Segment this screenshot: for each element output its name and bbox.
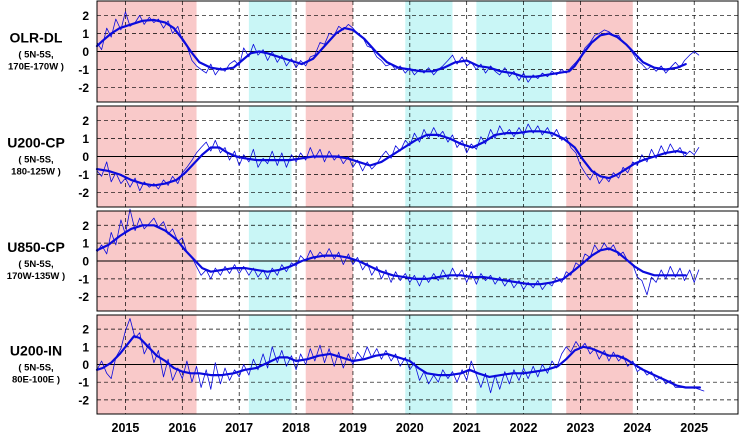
y-tick-label: 0 bbox=[82, 150, 89, 164]
panel-title: OLR-DL bbox=[10, 30, 63, 46]
series-line-thick bbox=[95, 18, 687, 78]
panel-subtitle-line: ( 5N-5S, bbox=[18, 50, 53, 61]
y-tick-label: 2 bbox=[82, 9, 89, 23]
x-axis: 2015 2016 2017 2018 2019 2020 2021 2022 2023 2024… bbox=[112, 421, 709, 434]
x-tick-label: 2024 bbox=[623, 421, 651, 434]
panel-subtitle-line: ( 5N-5S, bbox=[18, 155, 53, 166]
y-tick-label: 1 bbox=[82, 340, 89, 354]
y-tick-label: 0 bbox=[82, 45, 89, 59]
y-tick-label: -1 bbox=[78, 168, 89, 182]
y-tick-label: -2 bbox=[78, 393, 89, 407]
x-tick-label: 2016 bbox=[168, 421, 196, 434]
x-tick-label: 2015 bbox=[112, 421, 140, 434]
y-tick-label: -1 bbox=[78, 272, 89, 286]
x-tick-label: 2021 bbox=[453, 421, 481, 434]
panel-subtitle-line: ( 5N-5S, bbox=[18, 259, 53, 270]
panel-subtitle-line: 180-125W ) bbox=[11, 167, 61, 178]
y-tick-label: 0 bbox=[82, 255, 89, 269]
panel-frame bbox=[96, 210, 739, 312]
x-tick-label: 2018 bbox=[282, 421, 310, 434]
panel-subtitle-line: 80E-100E ) bbox=[12, 375, 60, 386]
panel-title: U200-CP bbox=[7, 135, 65, 151]
y-tick-label: 2 bbox=[82, 114, 89, 128]
panel-frame bbox=[96, 0, 739, 103]
y-tick-label: 1 bbox=[82, 237, 89, 251]
panel-3: -2 -1 0 1 2 U850-CP ( 5N-5S,170W-135W ) bbox=[7, 208, 739, 312]
series-line-thick bbox=[95, 335, 701, 389]
x-tick-label: 2022 bbox=[510, 421, 538, 434]
x-tick-label: 2017 bbox=[225, 421, 253, 434]
x-tick-label: 2020 bbox=[396, 421, 424, 434]
panel-title: U850-CP bbox=[7, 239, 65, 255]
x-tick-label: 2023 bbox=[567, 421, 595, 434]
series-line-thick bbox=[95, 224, 687, 286]
x-tick-label: 2019 bbox=[339, 421, 367, 434]
y-tick-label: 1 bbox=[82, 132, 89, 146]
y-tick-label: -1 bbox=[78, 376, 89, 390]
y-tick-label: -2 bbox=[78, 81, 89, 95]
panel-frame bbox=[96, 105, 739, 208]
y-tick-label: -2 bbox=[78, 290, 89, 304]
panel-2: -2 -1 0 1 2 U200-CP ( 5N-5S,180-125W ) bbox=[7, 105, 739, 208]
y-tick-label: 2 bbox=[82, 323, 89, 337]
panel-4: -2 -1 0 1 2 U200-IN ( 5N-5S,80E-100E ) bbox=[10, 314, 739, 415]
panel-title: U200-IN bbox=[10, 343, 62, 359]
y-tick-label: 1 bbox=[82, 27, 89, 41]
y-tick-label: -1 bbox=[78, 63, 89, 77]
panel-subtitle-line: 170E-170W ) bbox=[8, 62, 64, 73]
panel-frame bbox=[96, 314, 739, 415]
y-tick-label: 2 bbox=[82, 219, 89, 233]
panel-subtitle-line: 170W-135W ) bbox=[7, 271, 65, 282]
series-line-thick bbox=[95, 130, 687, 187]
y-tick-label: -2 bbox=[78, 186, 89, 200]
y-tick-label: 0 bbox=[82, 358, 89, 372]
x-tick-label: 2025 bbox=[680, 421, 708, 434]
panel-subtitle-line: ( 5N-5S, bbox=[18, 363, 53, 374]
panel-1: -2 -1 0 1 2 OLR-DL ( 5N-5S,170E-170W ) bbox=[8, 0, 739, 103]
series-line-thin bbox=[96, 123, 700, 192]
